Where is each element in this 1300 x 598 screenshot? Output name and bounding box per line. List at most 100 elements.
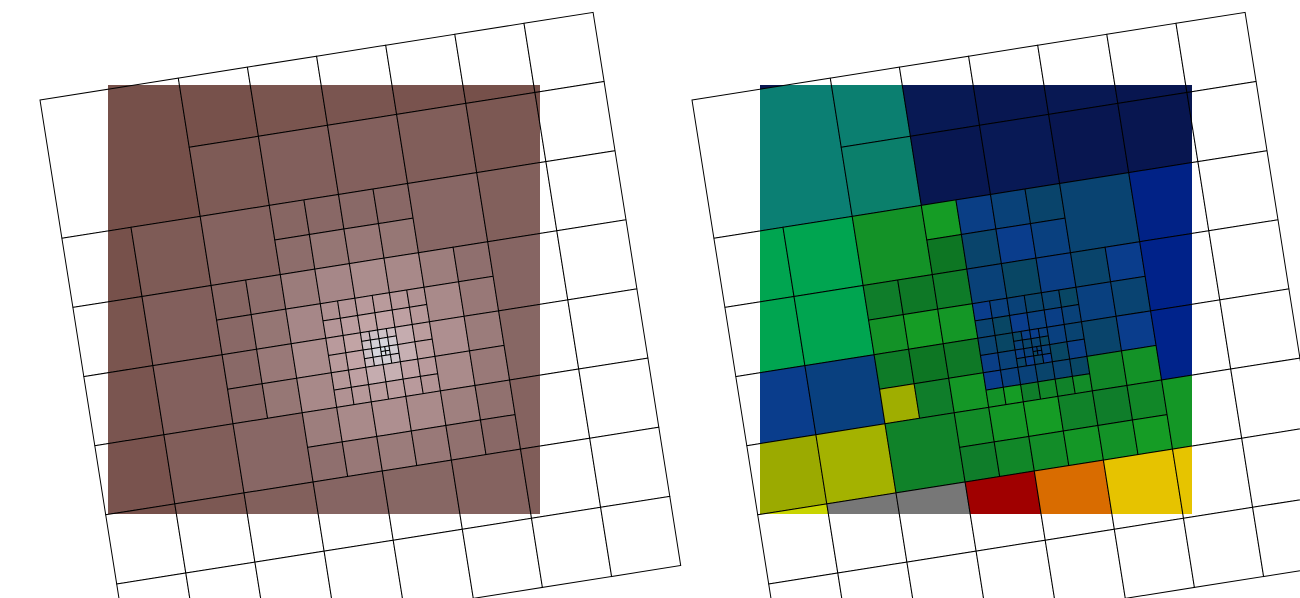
quadtree-cell (989, 297, 1011, 319)
quadtree-cell (519, 445, 540, 514)
outer-box (1186, 80, 1268, 163)
quadtree-cell (445, 419, 487, 461)
quadtree-cell (322, 317, 344, 339)
quadtree-cell (343, 223, 385, 265)
quadtree-cell (873, 348, 915, 390)
outer-box (323, 539, 403, 598)
quadtree-cell (840, 135, 922, 217)
outer-box (185, 561, 262, 598)
quadtree-cell (942, 337, 984, 379)
quadtree-cell (325, 334, 347, 357)
quadtree-cell (365, 364, 387, 386)
quadtree-cell (1075, 281, 1117, 323)
quadtree-cell (337, 188, 380, 230)
quadtree-cell (988, 401, 1030, 443)
quadtree-cell (397, 341, 419, 363)
quadtree-cell (428, 315, 471, 357)
quadtree-cell (1035, 252, 1077, 294)
quadtree-cell (868, 314, 910, 356)
quadtree-cell (314, 263, 356, 305)
quadtree-cell (1049, 341, 1071, 363)
outer-box (556, 219, 638, 301)
quadtree-cell (405, 390, 447, 432)
outer-box (1044, 528, 1126, 598)
quadtree-cell (1104, 241, 1146, 283)
quadtree-cell (1060, 303, 1083, 326)
outer-box (589, 426, 671, 508)
quadtree-cell (308, 228, 350, 270)
quadtree-cell (388, 289, 411, 311)
quadtree-cell (960, 228, 1002, 270)
quadtree-cell (1046, 323, 1068, 346)
quadtree-cell (368, 381, 390, 403)
quadtree-cell (307, 441, 349, 483)
outer-box (392, 528, 474, 598)
quadtree-cell (216, 314, 258, 356)
quadtree-cell (377, 217, 420, 259)
quadtree-cell (1054, 375, 1076, 397)
quadtree-cell (232, 412, 314, 494)
quadtree-cell (1131, 414, 1174, 456)
quadtree-cell (1115, 310, 1157, 352)
quadtree-cell (509, 374, 540, 450)
quadtree-cell (1024, 182, 1066, 225)
quadtree-cell (979, 352, 1002, 374)
outer-box (1208, 219, 1290, 301)
partition-grid (760, 85, 1192, 514)
quadtree-cell (971, 300, 993, 322)
quadtree-cell (274, 233, 316, 276)
quadtree-cell (385, 378, 407, 400)
quadtree-cell (1029, 217, 1072, 259)
quadtree-cell (1171, 445, 1192, 514)
quadtree-cell (1185, 85, 1192, 94)
quadtree-cell (1120, 344, 1163, 387)
outer-box (578, 357, 660, 439)
quadtree-cell (1080, 315, 1123, 357)
quadtree-cell (1040, 289, 1063, 311)
quadtree-cell (347, 366, 370, 388)
quadtree-cell (913, 377, 955, 419)
quadtree-cell (804, 354, 886, 436)
outer-box (757, 503, 839, 585)
quadtree-cell (1110, 275, 1152, 317)
quadtree-cell (326, 113, 409, 196)
quadtree-cell (1057, 390, 1099, 432)
quadtree-cell (994, 332, 1016, 354)
density-grid (108, 85, 540, 514)
quadtree-cell (399, 358, 421, 380)
quadtree-cell (1026, 309, 1048, 331)
quadtree-cell (1020, 381, 1042, 403)
quadtree-cell (152, 354, 234, 436)
quadtree-cell (406, 286, 428, 308)
quadtree-cell (931, 268, 973, 310)
quadtree-cell (1066, 338, 1088, 360)
density-quadtree-panel (39, 11, 682, 598)
quadtree-cell (1051, 358, 1073, 380)
quadtree-cell (350, 384, 372, 406)
quadtree-cell (476, 162, 540, 243)
quadtree-cell (279, 268, 321, 310)
quadtree-cell (997, 349, 1019, 371)
quadtree-cell (417, 355, 439, 377)
quadtree-cell (1128, 162, 1192, 243)
quadtree-cell (141, 284, 223, 367)
outer-box (530, 506, 613, 588)
quadtree-cell (1102, 448, 1184, 514)
quadtree-cell (533, 85, 540, 94)
quadtree-cell (884, 412, 966, 494)
quadtree-cell (458, 275, 500, 317)
quadtree-cell (1117, 91, 1192, 174)
quadtree-cell (439, 384, 482, 427)
quadtree-cell (372, 182, 414, 225)
quadtree-cell (330, 369, 352, 391)
quadtree-cell (793, 284, 875, 367)
quadtree-cell (1037, 378, 1059, 400)
outer-box (116, 572, 191, 598)
quadtree-cell (221, 348, 263, 390)
quadtree-cell (862, 279, 904, 321)
quadtree-cell (999, 366, 1022, 388)
quadtree-cell (985, 386, 1007, 408)
quadtree-cell (108, 503, 177, 514)
quadtree-cell (982, 369, 1004, 391)
quadtree-cell (474, 379, 516, 421)
